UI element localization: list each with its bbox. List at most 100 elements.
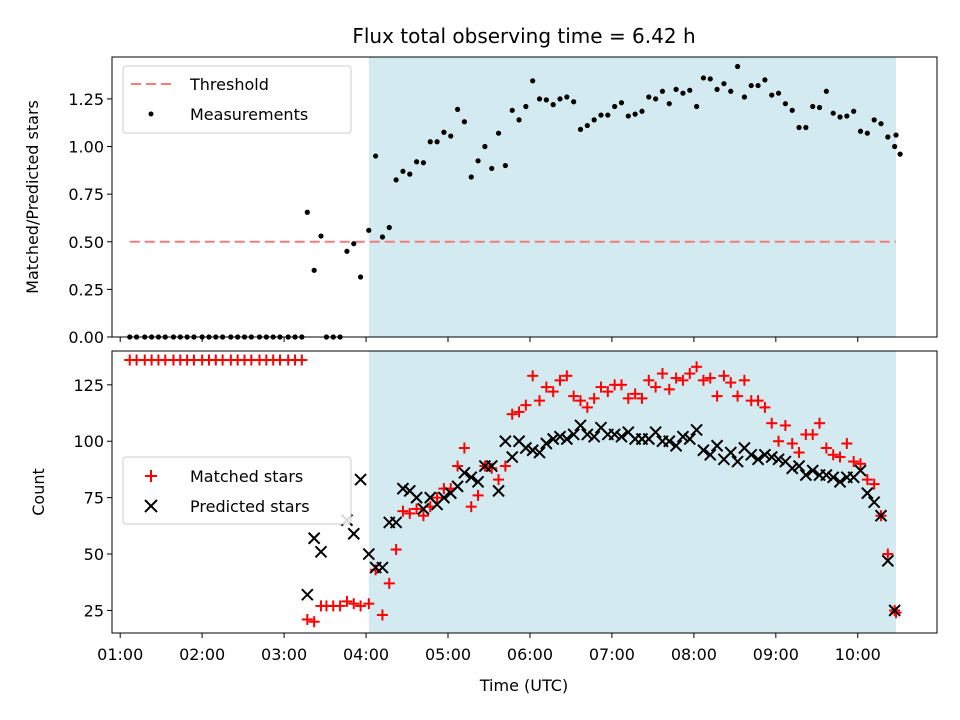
predicted-star-point [854,464,867,477]
predicted-star-point [881,554,895,568]
matched-star-point [308,616,320,628]
predicted-star-point [417,502,430,516]
predicted-star-point [676,430,690,443]
x-tick-label: 08:00 [671,645,717,664]
measurement-point [782,101,788,107]
predicted-star-point [826,471,840,484]
matched-star-point [827,449,839,461]
measurement-point [844,113,850,119]
predicted-star-point [458,466,471,480]
predicted-star-point [389,516,403,529]
matched-star-point [363,598,375,610]
predicted-star-point [362,547,375,561]
measurement-point [769,92,775,98]
measurement-point [530,78,536,84]
predicted-star-point [553,430,567,443]
matched-star-point [691,361,703,373]
matched-star-point [595,381,607,393]
measurement-point [893,132,899,138]
bottom-y-tick-label: 75 [84,489,104,508]
legend-predicted-swatch [144,499,158,513]
measurement-point [632,111,638,117]
measurement-point [509,107,515,113]
predicted-star-point [526,444,539,457]
predicted-star-point [471,475,485,489]
measurement-point [897,151,903,157]
predicted-star-point [765,450,778,464]
matched-star-point [452,460,464,472]
measurement-point [482,143,488,150]
measurement-point [830,110,836,116]
predicted-star-point [347,527,360,540]
matched-star-point [773,435,785,447]
matched-star-point [390,544,402,556]
bottom-legend-box [122,456,352,525]
matched-star-point [855,458,867,470]
measurement-point [461,119,468,125]
matched-star-point [581,401,593,413]
legend-matched-swatch [145,470,157,482]
matched-star-point [848,456,860,468]
measurement-point [441,129,447,135]
top-y-tick-label: 1.00 [68,138,104,157]
top-y-tick-label: 0.75 [68,185,104,204]
measurement-point [543,97,549,103]
predicted-star-point [567,428,580,441]
measurement-point [837,114,843,120]
matched-star-point [868,478,880,490]
measurement-point [598,112,604,118]
measurement-point [734,63,741,70]
matched-star-point [807,428,819,440]
matched-star-point [499,460,511,472]
measurement-point [700,75,707,81]
matched-star-point [348,598,360,610]
matched-star-point [711,390,723,402]
measurement-point [386,224,392,231]
matched-star-point [334,600,346,612]
matched-star-point [404,507,416,519]
predicted-star-point [301,588,314,601]
matched-star-point [650,381,662,393]
measurement-point [427,139,433,145]
predicted-star-point [314,545,328,558]
measurement-point [885,134,891,140]
measurement-point [789,107,795,113]
measurement-point [557,96,563,102]
measurement-point [775,90,782,96]
matched-star-point [472,489,484,501]
matched-star-point [841,437,853,449]
matched-star-point [779,419,791,431]
matched-star-point [602,386,614,398]
measurement-point [748,82,754,89]
predicted-star-point [724,446,737,459]
bottom-panel: 25 50 75 100 125 01:00 02:00 03:00 04:00 05:00 06… [29,350,938,695]
measurement-point [434,139,440,145]
measurement-point [625,113,631,119]
predicted-star-point [546,432,560,446]
predicted-star-point [683,432,696,446]
matched-star-point [575,395,587,407]
measurement-point [344,248,350,254]
predicted-star-point [354,473,367,486]
predicted-star-point [499,435,512,448]
predicted-star-point [861,486,874,500]
measurements-series [127,63,903,340]
measurement-point [851,108,857,114]
matched-star-point [534,395,546,407]
legend-measurements-swatch [148,111,154,117]
measurement-point [420,160,427,166]
bottom-y-tick-label: 100 [73,432,104,451]
bottom-y-tick-label: 125 [73,376,104,395]
predicted-star-point [560,432,574,446]
matched-star-point [793,447,805,459]
measurement-point [523,103,529,110]
predicted-star-point [663,435,676,448]
x-tick-label: 04:00 [343,645,389,664]
predicted-star-point [376,561,389,574]
matched-star-point [417,510,429,522]
measurement-point [495,130,502,136]
matched-star-point [814,417,826,429]
predicted-star-point [758,448,772,461]
matched-star-point [513,406,525,418]
x-tick-label: 09:00 [753,645,799,664]
